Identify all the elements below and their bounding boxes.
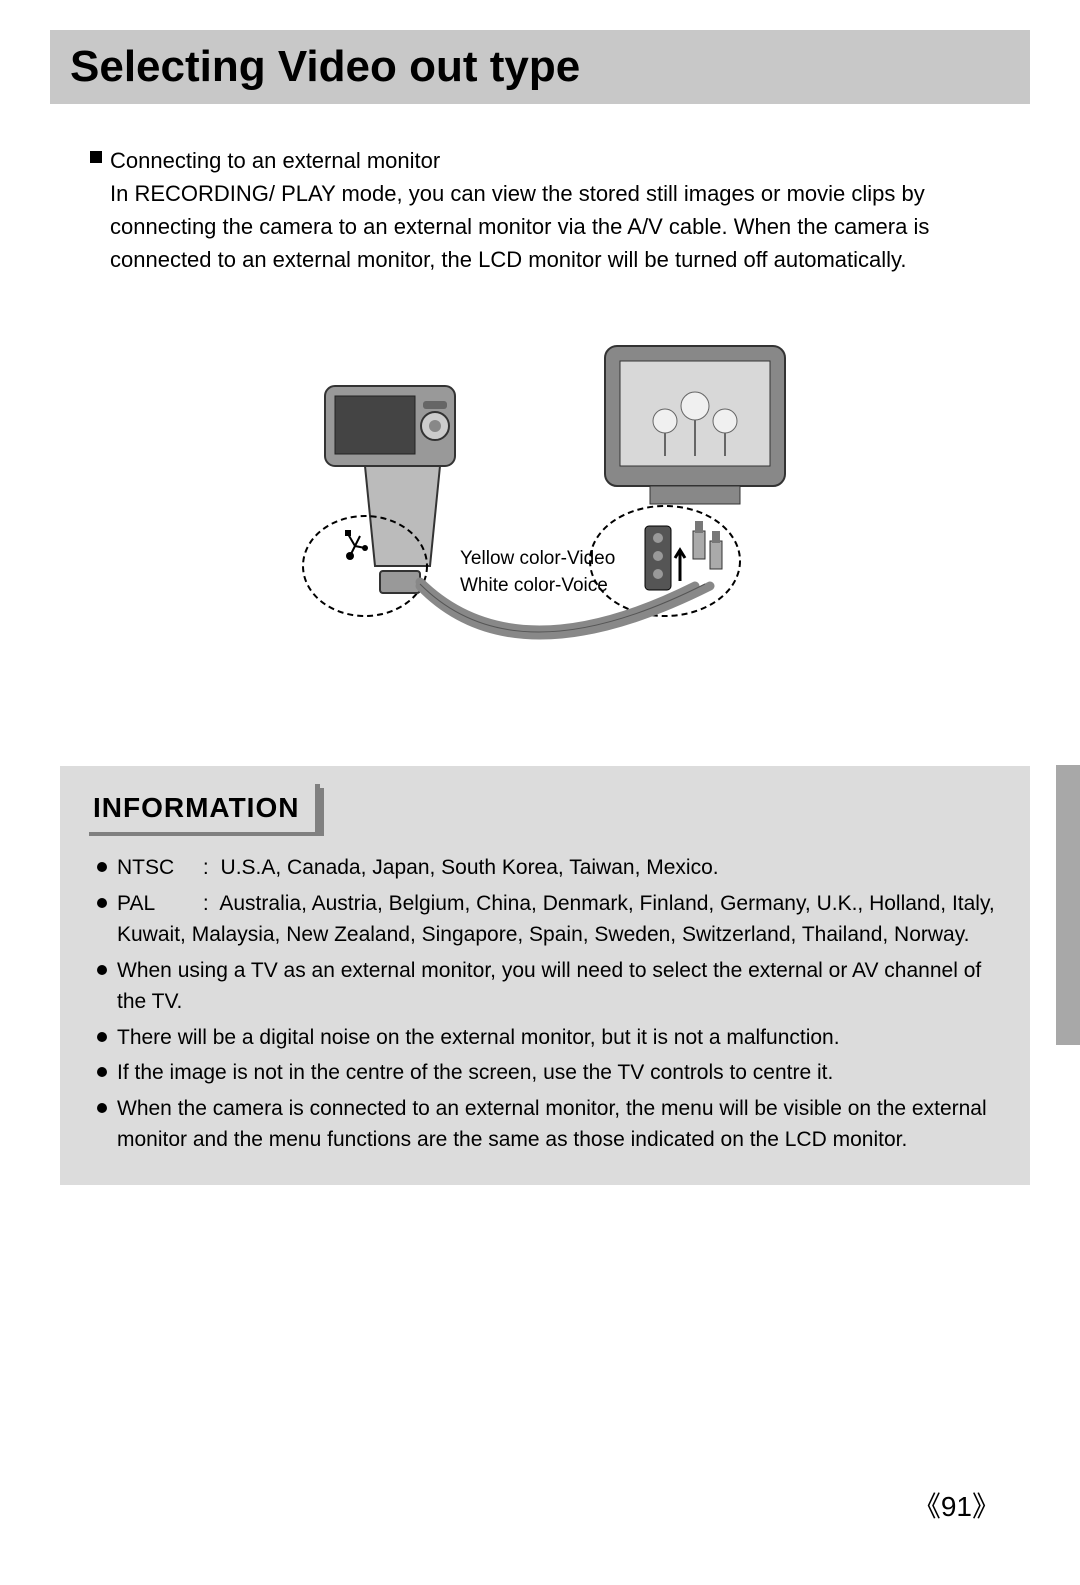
round-bullet-icon [97,1103,107,1113]
info-list: NTSC : U.S.A, Canada, Japan, South Korea… [85,852,1005,1156]
intro-body: In RECORDING/ PLAY mode, you can view th… [90,177,1010,276]
cable-labels: Yellow color-Video White color-Voice [460,546,615,599]
intro-section: Connecting to an external monitor In REC… [60,144,1010,276]
pal-text: Australia, Austria, Belgium, China, Denm… [117,892,995,947]
info-item-ntsc: NTSC : U.S.A, Canada, Japan, South Korea… [97,852,1005,884]
info-header-wrap: INFORMATION [85,766,1005,832]
connector-plug-icon [380,571,420,593]
round-bullet-icon [97,965,107,975]
usb-icon [345,530,368,560]
page-number: 《91》 [913,1485,1000,1525]
side-tab [1056,765,1080,1045]
info-item: There will be a digital noise on the ext… [97,1022,1005,1054]
rca-plugs-icon [693,521,722,569]
round-bullet-icon [97,898,107,908]
ntsc-text: U.S.A, Canada, Japan, South Korea, Taiwa… [221,856,719,879]
tv-monitor-icon [605,346,785,504]
ntsc-label: NTSC [117,852,197,884]
info-text: There will be a digital noise on the ext… [117,1022,840,1054]
intro-bullet-row: Connecting to an external monitor [90,144,1010,177]
info-item: When the camera is connected to an exter… [97,1093,1005,1156]
label-voice: White color-Voice [460,573,615,600]
pal-label: PAL [117,888,197,920]
info-text: If the image is not in the centre of the… [117,1057,833,1089]
page-title: Selecting Video out type [70,42,1010,92]
intro-heading: Connecting to an external monitor [110,144,440,177]
title-bar: Selecting Video out type [50,30,1030,104]
connection-diagram: Yellow color-Video White color-Voice [60,306,1010,706]
info-item-pal: PAL : Australia, Austria, Belgium, China… [97,888,1005,951]
info-item: If the image is not in the centre of the… [97,1057,1005,1089]
info-header: INFORMATION [85,784,320,832]
camera-icon [325,386,455,566]
round-bullet-icon [97,1067,107,1077]
round-bullet-icon [97,1032,107,1042]
information-box: INFORMATION NTSC : U.S.A, Canada, Japan,… [60,766,1030,1185]
arrow-up-icon [675,550,685,581]
info-text: When the camera is connected to an exter… [117,1093,1005,1156]
square-bullet-icon [90,151,102,163]
manual-page: Selecting Video out type Connecting to a… [0,0,1080,1585]
info-item: When using a TV as an external monitor, … [97,955,1005,1018]
round-bullet-icon [97,862,107,872]
label-video: Yellow color-Video [460,546,615,573]
info-text: When using a TV as an external monitor, … [117,955,1005,1018]
diagram-svg [255,326,815,686]
